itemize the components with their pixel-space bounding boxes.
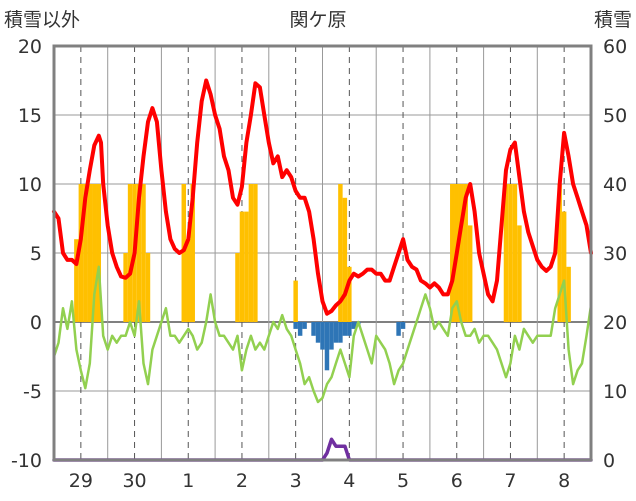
bars-layer — [74, 184, 571, 371]
sunshine-bar — [508, 184, 513, 322]
precip-bar — [396, 322, 401, 336]
left-axis-title: 積雪以外 — [4, 9, 80, 31]
x-tick-label: 30 — [122, 470, 146, 492]
red-series-line — [52, 78, 593, 316]
sunshine-bar — [338, 184, 343, 322]
sunshine-bar — [92, 184, 97, 322]
precip-bar — [400, 322, 406, 329]
x-tick-label: 29 — [69, 470, 93, 492]
x-tick-label: 4 — [343, 470, 355, 492]
sunshine-bar — [467, 225, 473, 322]
right-y-tick-label: 40 — [603, 174, 627, 196]
precip-bar — [347, 322, 352, 336]
x-tick-label: 1 — [182, 470, 194, 492]
snow-depth-line — [52, 437, 593, 462]
x-tick-label: 2 — [236, 470, 248, 492]
precip-bar — [311, 322, 316, 336]
sunshine-bar — [293, 280, 298, 322]
sunshine-bar — [566, 266, 571, 322]
plot-frame — [52, 44, 593, 462]
sunshine-bar — [253, 184, 258, 322]
precip-bar — [329, 322, 334, 350]
left-y-tick-label: -5 — [23, 381, 42, 403]
precip-bar — [293, 322, 298, 329]
sunshine-bar — [463, 184, 468, 322]
sunshine-bar — [517, 225, 522, 322]
sunshine-bar — [136, 184, 142, 322]
sunshine-bar — [458, 184, 464, 322]
x-tick-label: 3 — [290, 470, 302, 492]
sunshine-bar — [239, 211, 245, 322]
precip-bar — [324, 322, 330, 371]
left-y-tick-label: 0 — [30, 312, 42, 334]
sunshine-bar — [141, 184, 146, 322]
x-tick-label: 5 — [397, 470, 409, 492]
sunshine-bar — [83, 184, 88, 322]
right-y-tick-label: 10 — [603, 381, 627, 403]
green-series-line — [52, 265, 593, 404]
precip-bar — [338, 322, 343, 343]
left-y-tick-label: 10 — [18, 174, 42, 196]
precip-bar — [297, 322, 303, 336]
sunshine-bar — [96, 184, 101, 322]
sunshine-bar — [235, 253, 240, 322]
precip-bar — [351, 322, 357, 329]
precip-bar — [315, 322, 321, 343]
sunshine-bar — [561, 211, 567, 322]
left-y-tick-label: 20 — [18, 36, 42, 58]
sunshine-bar — [503, 184, 509, 322]
sunshine-bar — [78, 184, 84, 322]
precip-bar — [342, 322, 348, 336]
sunshine-bar — [145, 253, 151, 322]
sunshine-bar — [248, 184, 254, 322]
precip-bar — [333, 322, 339, 343]
sunshine-bar — [244, 211, 249, 322]
left-y-tick-label: -10 — [11, 450, 42, 472]
sunshine-bar — [87, 184, 93, 322]
precip-bar — [320, 322, 325, 350]
right-y-tick-label: 0 — [603, 450, 615, 472]
sunshine-bar — [347, 266, 352, 322]
x-tick-label: 7 — [504, 470, 516, 492]
left-y-tick-label: 15 — [18, 105, 42, 127]
precip-bar — [302, 322, 307, 329]
sunshine-bar — [512, 184, 518, 322]
sunshine-bar — [127, 184, 133, 322]
sunshine-bar — [123, 253, 128, 322]
right-axis-title: 積雪 — [594, 9, 632, 31]
x-tick-label: 8 — [558, 470, 570, 492]
frame-layer — [52, 44, 593, 462]
sunshine-bar — [557, 184, 562, 322]
grid-layer — [54, 46, 591, 460]
right-y-tick-label: 30 — [603, 243, 627, 265]
chart-title: 関ケ原 — [289, 9, 346, 31]
sunshine-bar — [186, 239, 191, 322]
sunshine-bar — [450, 184, 455, 322]
sunshine-bar — [342, 197, 348, 322]
sunshine-bar — [190, 184, 195, 322]
right-y-tick-label: 50 — [603, 105, 627, 127]
sunshine-bar — [74, 239, 79, 322]
lines-layer — [52, 78, 593, 462]
right-y-tick-label: 60 — [603, 36, 627, 58]
right-y-tick-label: 20 — [603, 312, 627, 334]
left-y-tick-label: 5 — [30, 243, 42, 265]
sunshine-bar — [181, 184, 187, 322]
x-tick-label: 6 — [451, 470, 463, 492]
